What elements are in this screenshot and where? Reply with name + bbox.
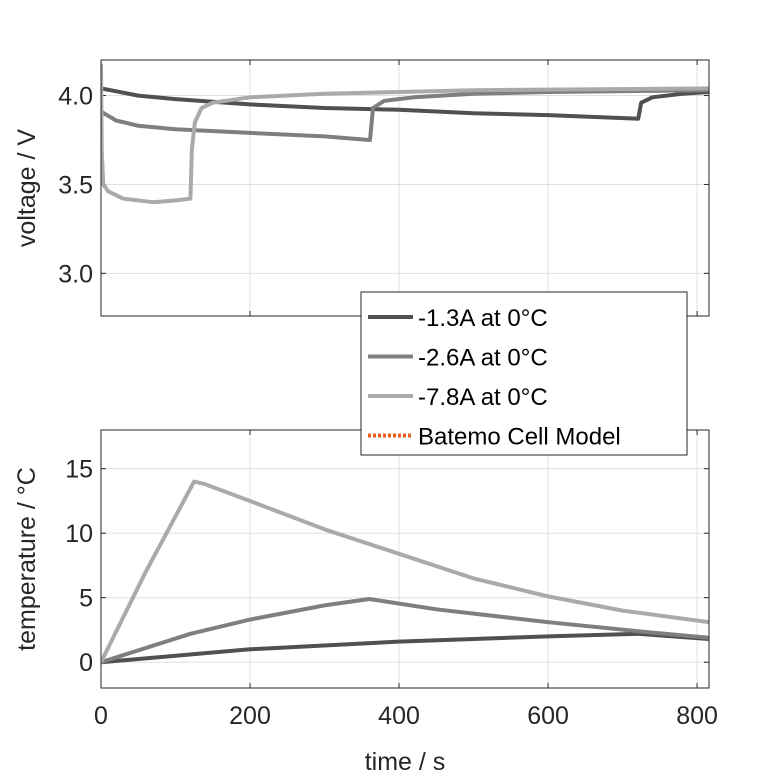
- y-tick-label: 10: [65, 520, 93, 548]
- time-x-label: time / s: [365, 748, 446, 776]
- y-tick-label: 3.5: [58, 171, 93, 199]
- legend: -1.3A at 0°C -2.6A at 0°C -7.8A at 0°C Bate…: [360, 291, 688, 456]
- y-tick-label: 4.0: [58, 83, 93, 111]
- y-tick-label: 5: [79, 585, 93, 613]
- x-tick-label: 600: [527, 702, 569, 730]
- temperature-axes: 0 200 400 600 800 0 5 10 15: [65, 429, 718, 730]
- x-tick-label: 0: [94, 702, 108, 730]
- y-tick-label: 3.0: [58, 260, 93, 288]
- series-line-1: [101, 86, 709, 121]
- legend-label: -7.8A at 0°C: [418, 384, 548, 411]
- series-line-2: [101, 88, 709, 142]
- y-tick-label: 15: [65, 456, 93, 484]
- y-tick-label: 0: [79, 649, 93, 677]
- series-line-3: [101, 63, 709, 205]
- x-tick-label: 200: [229, 702, 271, 730]
- legend-label: Batemo Cell Model: [418, 424, 621, 451]
- x-tick-label: 400: [378, 702, 420, 730]
- voltage-axes: 3.0 3.5 4.0: [58, 59, 710, 317]
- x-tick-label: 800: [676, 702, 718, 730]
- series-line-3: [101, 479, 709, 664]
- voltage-y-label: voltage / V: [13, 129, 41, 247]
- series-line-2: [101, 597, 709, 665]
- legend-label: -1.3A at 0°C: [418, 305, 548, 332]
- temperature-y-label: temperature / °C: [13, 467, 41, 651]
- series-line-1: [101, 631, 709, 665]
- legend-label: -2.6A at 0°C: [418, 345, 548, 372]
